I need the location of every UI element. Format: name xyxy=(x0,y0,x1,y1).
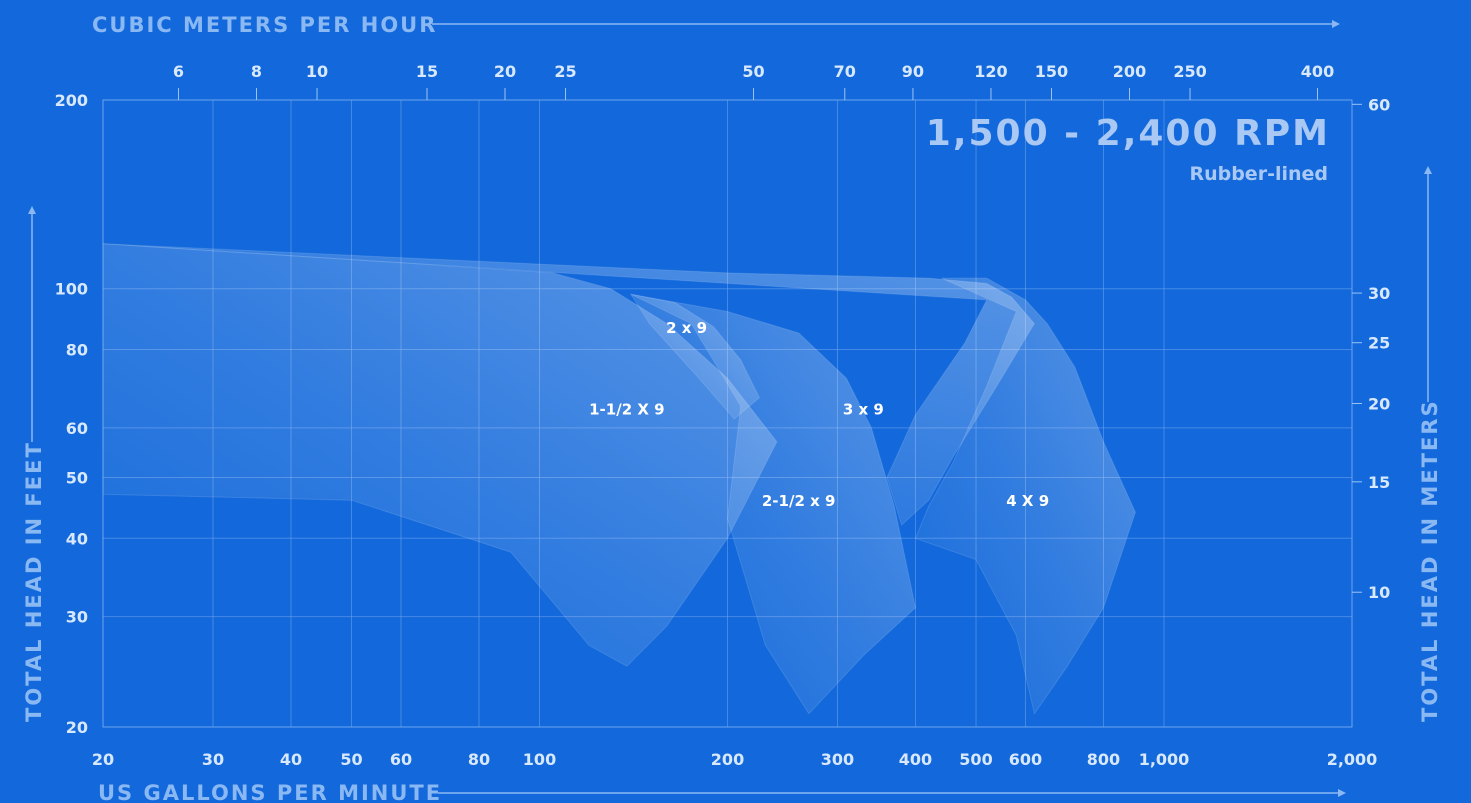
x-tick-label: 50 xyxy=(340,750,362,769)
x2-arrow-head xyxy=(1332,20,1340,28)
y2-tick-label: 15 xyxy=(1368,473,1390,492)
y-tick-label: 100 xyxy=(55,280,88,299)
y2-tick-label: 30 xyxy=(1368,284,1390,303)
curve-area-0 xyxy=(102,243,778,667)
y-tick-label: 20 xyxy=(66,718,88,737)
x-axis-title: US GALLONS PER MINUTE xyxy=(98,781,442,803)
curve-areas xyxy=(102,243,1136,715)
y2-tick-label: 20 xyxy=(1368,394,1390,413)
x-tick-label: 600 xyxy=(1009,750,1042,769)
curve-label: 2-1/2 x 9 xyxy=(762,492,836,510)
x-tick-label: 2,000 xyxy=(1327,750,1378,769)
x2-tick-label: 50 xyxy=(742,62,764,81)
x-tick-label: 400 xyxy=(899,750,932,769)
x-tick-label: 20 xyxy=(92,750,114,769)
curve-labels: 1-1/2 X 9 2 x 9 2-1/2 x 9 3 x 9 4 X 9 xyxy=(589,319,1049,510)
curve-label: 4 X 9 xyxy=(1006,492,1049,510)
x2-tick-label: 250 xyxy=(1173,62,1206,81)
y2-tick-label: 10 xyxy=(1368,583,1390,602)
x-tick-label: 80 xyxy=(468,750,490,769)
x2-tick-label: 90 xyxy=(902,62,924,81)
y2-tick-label: 60 xyxy=(1368,95,1390,114)
curve-label: 3 x 9 xyxy=(843,401,884,419)
x-tick-label: 800 xyxy=(1087,750,1120,769)
x2-tick-label: 8 xyxy=(251,62,262,81)
y-tick-label: 200 xyxy=(55,91,88,110)
curve-label: 1-1/2 X 9 xyxy=(589,401,664,419)
y-tick-label: 40 xyxy=(66,529,88,548)
x2-axis-title: CUBIC METERS PER HOUR xyxy=(92,13,437,37)
curve-label: 2 x 9 xyxy=(666,319,707,337)
x2-tick-label: 25 xyxy=(554,62,576,81)
x2-tick-label: 120 xyxy=(974,62,1007,81)
tick-labels: 20 30 40 50 60 80 100 200 300 400 500 600 800 1,000 2,… xyxy=(55,62,1391,769)
y-arrow-head xyxy=(28,206,36,214)
y-tick-label: 30 xyxy=(66,608,88,627)
y-tick-label: 60 xyxy=(66,419,88,438)
y2-axis-title: TOTAL HEAD IN METERS xyxy=(1418,399,1442,722)
y2-arrow-head xyxy=(1424,166,1432,174)
x2-tick-label: 6 xyxy=(173,62,184,81)
x-arrow-head xyxy=(1338,789,1346,797)
x2-tick-label: 150 xyxy=(1035,62,1068,81)
x-tick-label: 60 xyxy=(390,750,412,769)
x2-tick-label: 15 xyxy=(416,62,438,81)
chart-subtitle: Rubber-lined xyxy=(1189,163,1328,185)
x-tick-label: 100 xyxy=(523,750,556,769)
curve-area-4 xyxy=(914,277,1136,715)
y2-tick-label: 25 xyxy=(1368,334,1390,353)
y-tick-label: 80 xyxy=(66,341,88,360)
x-tick-label: 30 xyxy=(202,750,224,769)
x-tick-label: 500 xyxy=(959,750,992,769)
x2-tick-label: 200 xyxy=(1113,62,1146,81)
x2-tick-label: 70 xyxy=(834,62,856,81)
x-tick-label: 300 xyxy=(821,750,854,769)
curve-area-2 xyxy=(630,293,917,715)
x2-tick-label: 400 xyxy=(1301,62,1334,81)
plot-frame xyxy=(102,99,1353,728)
y-tick-label: 50 xyxy=(66,468,88,487)
x-tick-label: 1,000 xyxy=(1139,750,1190,769)
x2-tick-label: 10 xyxy=(306,62,328,81)
y-axis-title: TOTAL HEAD IN FEET xyxy=(22,441,46,722)
x2-tick-label: 20 xyxy=(494,62,516,81)
x-tick-label: 200 xyxy=(711,750,744,769)
chart-title: 1,500 - 2,400 RPM xyxy=(926,113,1330,154)
x-tick-label: 40 xyxy=(280,750,302,769)
